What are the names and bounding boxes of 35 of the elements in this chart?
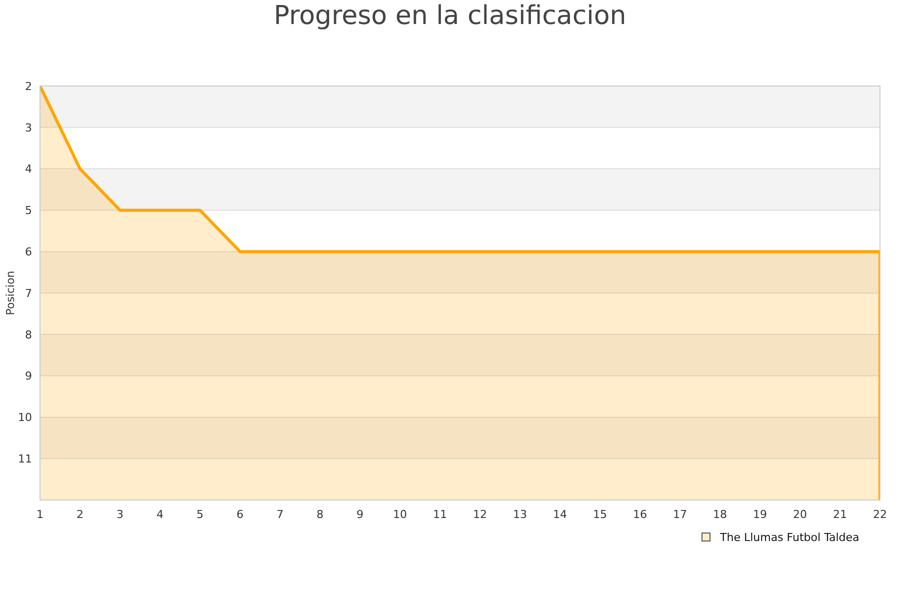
x-tick-label: 9 <box>356 508 364 521</box>
x-tick-label: 15 <box>593 508 607 521</box>
x-tick-label: 16 <box>633 508 647 521</box>
y-tick-label: 7 <box>25 286 32 300</box>
x-tick-label: 8 <box>316 508 324 521</box>
x-tick-label: 17 <box>673 508 687 521</box>
x-tick-label: 19 <box>753 508 767 521</box>
y-tick-label: 3 <box>25 121 32 134</box>
x-tick-label: 10 <box>393 508 407 521</box>
y-tick-label: 6 <box>25 245 32 258</box>
x-tick-label: 6 <box>236 508 244 521</box>
x-tick-label: 1 <box>36 508 44 521</box>
x-tick-label: 5 <box>196 508 204 521</box>
legend-label: The Llumas Futbol Taldea <box>719 530 860 544</box>
y-axis-title: Posicion <box>4 270 17 316</box>
y-tick-label: 10 <box>18 411 32 424</box>
y-tick-label: 2 <box>25 80 32 93</box>
x-tick-label: 12 <box>473 508 487 521</box>
x-tick-label: 22 <box>873 508 887 521</box>
y-tick-label: 5 <box>25 204 32 218</box>
x-tick-label: 14 <box>553 508 567 521</box>
x-tick-label: 2 <box>76 508 84 521</box>
y-tick-label: 9 <box>25 370 32 383</box>
x-tick-label: 7 <box>276 508 284 521</box>
x-tick-label: 3 <box>116 508 124 521</box>
y-tick-label: 8 <box>25 328 32 342</box>
x-tick-label: 20 <box>793 508 807 521</box>
x-tick-label: 18 <box>713 508 727 521</box>
y-tick-label: 4 <box>25 162 32 176</box>
x-tick-label: 13 <box>513 508 527 521</box>
x-tick-label: 21 <box>833 508 847 521</box>
chart-title: Progreso en la clasificacion <box>274 1 626 31</box>
x-tick-label: 11 <box>433 508 447 521</box>
x-tick-label: 4 <box>156 508 164 521</box>
y-tick-label: 11 <box>18 452 32 466</box>
